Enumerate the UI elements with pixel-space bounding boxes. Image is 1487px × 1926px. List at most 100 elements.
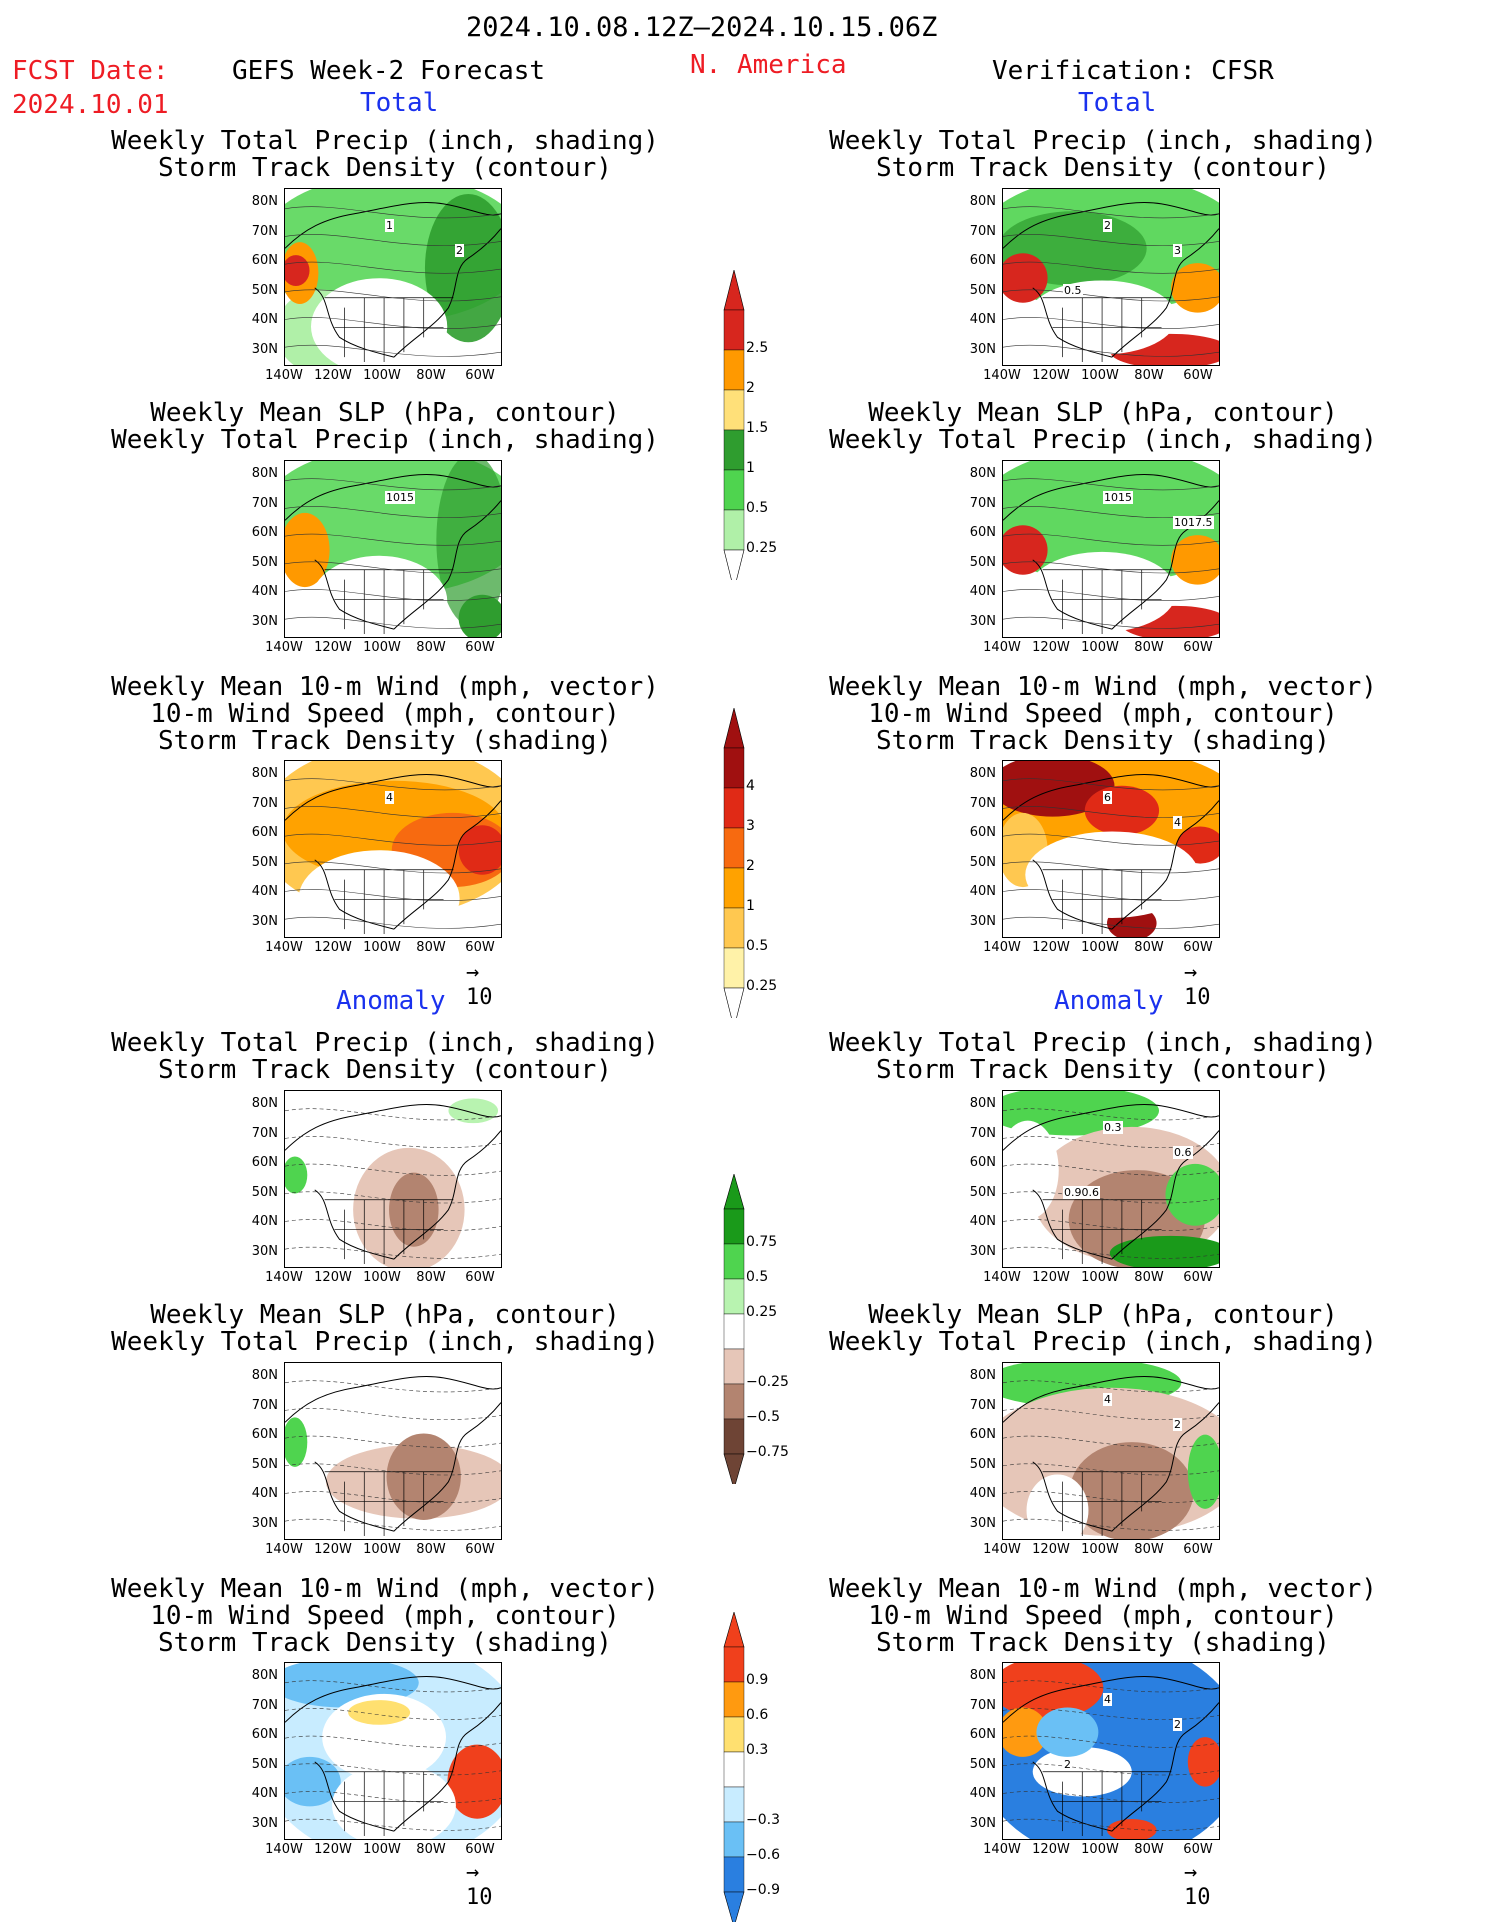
lat-tick-label: 50N [969,282,996,298]
lat-tick-label: 80N [969,466,996,481]
lat-tick-label: 60N [969,1155,996,1170]
lat-tick-label: 40N [251,584,278,599]
period-title: 2024.10.08.12Z–2024.10.15.06Z [466,12,938,43]
map-v-slp-total: 1015 1017.5 [1002,460,1220,638]
contour-label: 2 [1173,1418,1182,1431]
map-f-wind-total: 4 [284,760,502,938]
vector-ref-v-total: → 10 [1184,960,1211,1010]
lat-tick-label: 40N [969,312,996,327]
lat-tick-label: 80N [251,766,278,781]
lat-tick-label: 80N [251,194,278,209]
lat-tick-label: 60N [251,253,278,268]
contour-label: 2 [455,244,464,257]
lat-tick-label: 50N [251,1184,278,1200]
lat-tick-label: 70N [969,495,996,511]
map-v-precip-total: 2 3 0.5 [1002,188,1220,366]
vector-ref-v-anom: → 10 [1184,1860,1211,1910]
colorbar-label: 0.3 [746,1742,769,1758]
colorbar-label: 1 [746,460,755,476]
lon-tick-label: 140W [265,1542,303,1557]
contour-label: 4 [1103,1693,1112,1706]
lat-tick-label: 60N [251,1427,278,1442]
lat-tick-label: 60N [251,1155,278,1170]
contour-label: 1 [385,219,394,232]
lon-tick-label: 120W [314,640,352,655]
colorbar-label: 2.5 [746,340,769,356]
lon-tick-label: 100W [363,368,401,383]
lat-tick-label: 70N [969,1697,996,1713]
contour-label: 6 [1103,791,1112,804]
lon-tick-label: 80W [1134,1542,1164,1557]
lon-tick-label: 120W [1032,640,1070,655]
lat-tick-label: 30N [251,613,278,629]
lat-tick-label: 30N [251,1815,278,1831]
lon-tick-label: 140W [265,940,303,955]
lon-tick-label: 140W [983,1542,1021,1557]
lon-tick-label: 100W [1081,368,1119,383]
lat-tick-label: 60N [251,1727,278,1742]
lat-tick-label: 80N [251,466,278,481]
lon-tick-label: 140W [265,1270,303,1285]
lon-tick-label: 140W [983,1842,1021,1857]
lon-tick-label: 80W [416,940,446,955]
lat-tick-label: 70N [251,1397,278,1413]
lon-tick-label: 80W [1134,1270,1164,1285]
lat-tick-label: 40N [969,1214,996,1229]
lat-tick-label: 40N [969,884,996,899]
lat-tick-label: 80N [969,194,996,209]
lat-tick-label: 30N [251,913,278,929]
lat-tick-label: 30N [969,913,996,929]
lon-tick-label: 120W [1032,1542,1070,1557]
section-total-right: Total [1078,88,1157,118]
lon-tick-label: 140W [983,1270,1021,1285]
colorbar-label: 0.5 [746,500,769,516]
lat-tick-label: 60N [251,825,278,840]
lat-tick-label: 40N [251,1214,278,1229]
contour-label: 4 [1103,1393,1112,1406]
contour-label: 0.3 [1103,1121,1123,1134]
lat-tick-label: 80N [969,1668,996,1683]
lat-tick-label: 80N [969,1096,996,1111]
lon-tick-label: 100W [363,640,401,655]
lat-tick-label: 30N [251,1243,278,1259]
colorbar-label: 0.5 [746,1269,769,1285]
contour-label: 0.90.6 [1063,1186,1100,1199]
lon-tick-label: 60W [465,368,495,383]
vector-ref-f-anom: → 10 [466,1860,493,1910]
lat-tick-label: 30N [969,1515,996,1531]
forecast-title: GEFS Week-2 Forecast [232,56,546,86]
contour-label: 2 [1173,1718,1182,1731]
colorbar-label: 1.5 [746,420,769,436]
map-f-slp-anom [284,1362,502,1540]
lat-tick-label: 70N [969,1397,996,1413]
title-f-slp-anom: Weekly Mean SLP (hPa, contour) Weekly To… [111,1300,659,1357]
fcst-date: 2024.10.01 [12,90,169,120]
colorbar-label: −0.6 [746,1847,780,1863]
lat-tick-label: 30N [251,1515,278,1531]
lat-tick-label: 40N [251,1786,278,1801]
lon-tick-label: 80W [416,1842,446,1857]
contour-label: 1015 [385,491,415,504]
lat-tick-label: 70N [251,795,278,811]
lon-tick-label: 120W [1032,1270,1070,1285]
colorbar-precip-total [722,269,746,591]
lat-tick-label: 30N [251,341,278,357]
section-anomaly-right: Anomaly [1054,986,1164,1016]
lat-tick-label: 50N [969,1456,996,1472]
vector-ref-label: 10 [466,985,493,1010]
title-v-precip-anom: Weekly Total Precip (inch, shading) Stor… [829,1028,1377,1085]
lat-tick-label: 40N [251,312,278,327]
map-f-precip-anom [284,1090,502,1268]
lon-tick-label: 120W [314,1270,352,1285]
lon-tick-label: 100W [1081,1270,1119,1285]
lon-tick-label: 100W [363,1270,401,1285]
colorbar-label: 1 [746,898,755,914]
title-v-wind-total: Weekly Mean 10-m Wind (mph, vector) 10-m… [829,672,1377,756]
colorbar-label: 0.25 [746,978,778,994]
lon-tick-label: 120W [314,1842,352,1857]
title-f-wind-total: Weekly Mean 10-m Wind (mph, vector) 10-m… [111,672,659,756]
lon-tick-label: 120W [1032,368,1070,383]
lat-tick-label: 80N [251,1096,278,1111]
vector-ref-label: 10 [466,1885,493,1910]
